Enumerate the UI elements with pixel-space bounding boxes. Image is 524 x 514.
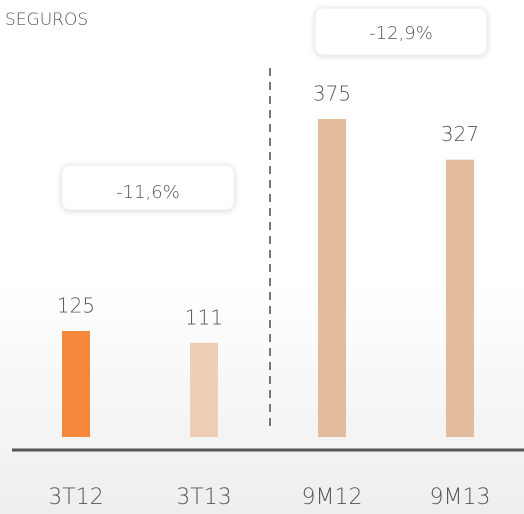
annotation: -11,6% [116,182,180,203]
value-label: 327 [441,122,479,146]
x-tick-label: 3T13 [176,485,231,510]
bar [446,159,474,438]
bar [190,342,218,437]
annotation-box [61,164,235,211]
x-tick-label: 9M12 [302,485,363,510]
value-label: 375 [313,82,351,106]
bar [318,119,346,437]
annotation: -12,9% [369,23,433,44]
x-tick-label: 3T12 [48,485,103,510]
x-tick-label: 9M13 [430,485,491,510]
value-label: 125 [57,294,95,318]
bar [62,331,90,437]
value-label: 111 [185,305,223,329]
annotation-box [314,7,488,56]
chart-title: SEGUROS [5,10,88,30]
